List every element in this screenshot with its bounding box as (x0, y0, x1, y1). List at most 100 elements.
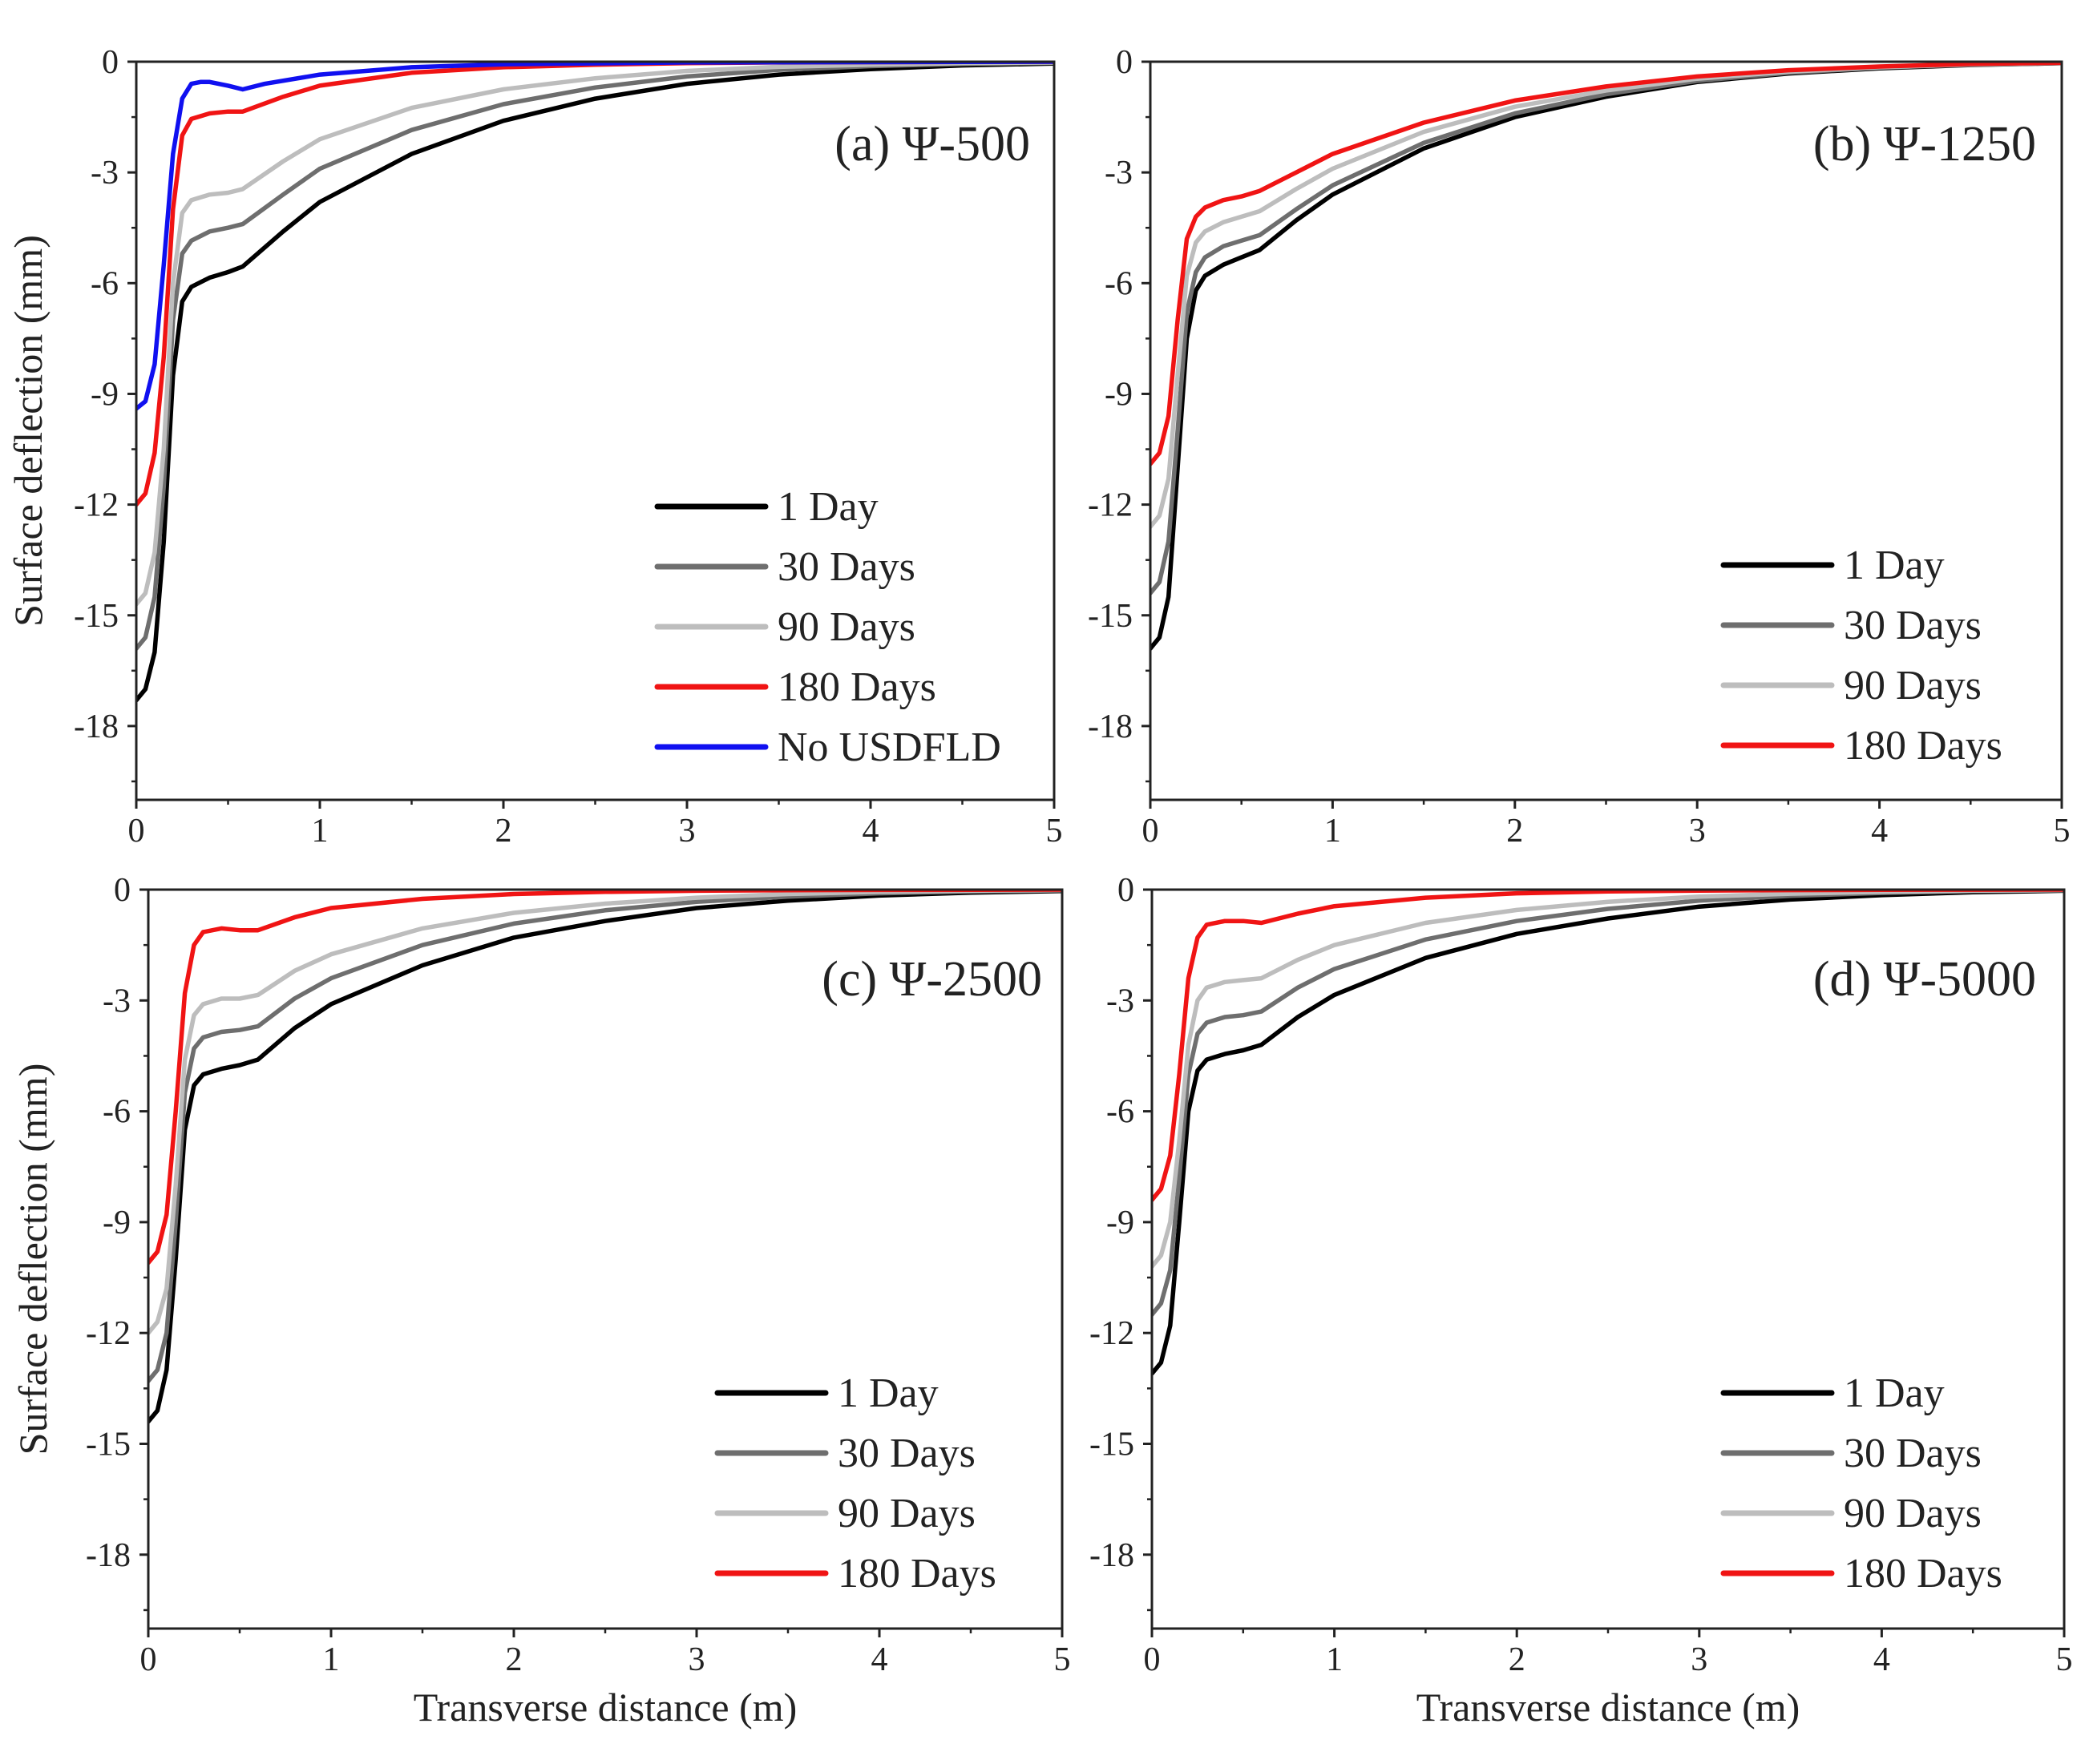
y-tick-label: -18 (74, 708, 119, 745)
x-tick-label: 2 (495, 813, 512, 850)
y-tick-label: -9 (91, 376, 119, 413)
x-tick-label: 3 (1691, 1641, 1707, 1678)
legend-label: 90 Days (838, 1491, 976, 1536)
x-tick-label: 0 (128, 813, 145, 850)
x-tick-label: 1 (323, 1641, 340, 1678)
series-line-1-day (136, 62, 1054, 703)
y-tick-label: -9 (1105, 376, 1133, 413)
x-tick-label: 4 (1871, 813, 1888, 850)
y-tick-label: -15 (1089, 1427, 1134, 1463)
y-tick-label: 0 (114, 872, 131, 909)
legend-label: 30 Days (778, 544, 915, 590)
x-tick-label: 5 (2054, 813, 2071, 850)
panel-title: (b) Ψ-1250 (1813, 117, 2036, 172)
x-tick-label: 2 (1509, 1641, 1525, 1678)
y-tick-label: -12 (1088, 487, 1133, 524)
panel-b: 0 1 2 3 4 5 0 -3 -6 -9 -12 -15 -18 (b) Ψ-1250 1 Day 30 … (1088, 44, 2071, 850)
y-axis-label: Surface deflection (mm) (6, 235, 51, 627)
panel-c: 0 1 2 3 4 5 0 -3 -6 -9 -12 -15 -18 (c) Ψ-2500 1 Day 30 … (10, 872, 1071, 1730)
series-line-90-days (136, 62, 1054, 607)
legend-label: 180 Days (838, 1551, 996, 1596)
x-tick-label: 3 (689, 1641, 705, 1678)
x-tick-label: 4 (1873, 1641, 1890, 1678)
series-line-90-days (1152, 890, 2064, 1269)
legend-label: 180 Days (1844, 1551, 2002, 1596)
legend-label: 1 Day (778, 484, 879, 530)
x-tick-label: 4 (871, 1641, 888, 1678)
series-line-30-days (148, 890, 1062, 1383)
legend-label: 1 Day (1844, 1370, 1945, 1416)
x-tick-label: 0 (140, 1641, 157, 1678)
x-tick-label: 4 (863, 813, 879, 850)
legend-label: 180 Days (1844, 723, 2002, 769)
y-tick-label: -3 (91, 155, 119, 192)
y-tick-label: -12 (74, 487, 119, 524)
x-tick-label: 5 (1046, 813, 1063, 850)
legend-label: 90 Days (778, 604, 915, 650)
legend-label: No USDFLD (778, 725, 1001, 770)
panel-a: 0 1 2 3 4 5 0 -3 -6 -9 -12 -15 -18 (a) Ψ-500 1 Day 30 D… (6, 44, 1063, 850)
panel-title: (a) Ψ-500 (834, 117, 1030, 172)
legend-label: 30 Days (838, 1431, 976, 1476)
y-tick-label: -3 (1105, 155, 1133, 192)
x-tick-label: 3 (1689, 813, 1706, 850)
y-tick-label: -6 (1106, 1094, 1134, 1131)
series-line-180-days (148, 890, 1062, 1265)
legend-label: 90 Days (1844, 1491, 1982, 1536)
y-tick-label: -18 (1089, 1537, 1134, 1574)
x-tick-label: 1 (1326, 1641, 1343, 1678)
series-line-1-day (148, 890, 1062, 1424)
y-tick-label: -15 (1088, 598, 1133, 635)
panel-d: 0 1 2 3 4 5 0 -3 -6 -9 -12 -15 -18 (d) Ψ-5000 1 Day 30 … (1089, 872, 2073, 1730)
x-axis-label: Transverse distance (m) (414, 1685, 798, 1730)
x-tick-label: 3 (679, 813, 696, 850)
panel-title: (c) Ψ-2500 (822, 952, 1042, 1007)
series-group (1150, 62, 2062, 651)
x-tick-label: 0 (1144, 1641, 1161, 1678)
x-tick-label: 5 (2056, 1641, 2073, 1678)
series-line-30-days (1152, 890, 2064, 1317)
series-line-30-days (136, 62, 1054, 651)
x-tick-label: 2 (506, 1641, 523, 1678)
x-tick-label: 2 (1506, 813, 1523, 850)
legend: 1 Day 30 Days 90 Days 180 Days (714, 1370, 996, 1596)
y-tick-label: -9 (1106, 1205, 1134, 1241)
legend: 1 Day 30 Days 90 Days 180 Days No USDFLD (654, 484, 1001, 770)
y-tick-label: -3 (1106, 983, 1134, 1019)
legend-label: 90 Days (1844, 663, 1982, 708)
y-tick-label: -9 (103, 1205, 131, 1241)
legend-label: 1 Day (838, 1370, 939, 1416)
legend-label: 180 Days (778, 664, 936, 710)
series-line-no-usdfld (136, 62, 1054, 411)
y-tick-label: -6 (103, 1094, 131, 1131)
x-tick-label: 1 (312, 813, 329, 850)
y-tick-label: -6 (91, 265, 119, 302)
legend: 1 Day 30 Days 90 Days 180 Days (1720, 1370, 2002, 1596)
y-tick-label: -3 (103, 983, 131, 1019)
y-tick-label: -18 (1088, 708, 1133, 745)
x-tick-label: 1 (1324, 813, 1341, 850)
y-tick-label: -6 (1105, 265, 1133, 302)
x-axis-label: Transverse distance (m) (1416, 1685, 1800, 1730)
y-tick-label: -15 (74, 598, 119, 635)
y-tick-label: -15 (86, 1427, 131, 1463)
series-line-180-days (1152, 890, 2064, 1202)
y-tick-label: -12 (86, 1315, 131, 1352)
series-line-90-days (148, 890, 1062, 1335)
legend-label: 1 Day (1844, 543, 1945, 588)
y-tick-label: -18 (86, 1537, 131, 1574)
x-tick-label: 5 (1054, 1641, 1071, 1678)
legend-label: 30 Days (1844, 603, 1982, 648)
series-line-1-day (1152, 890, 2064, 1376)
y-tick-label: -12 (1089, 1315, 1134, 1352)
series-line-180-days (1150, 62, 2062, 466)
y-tick-label: 0 (102, 44, 119, 81)
legend: 1 Day 30 Days 90 Days 180 Days (1720, 543, 2002, 769)
y-tick-label: 0 (1117, 872, 1134, 909)
x-tick-label: 0 (1142, 813, 1159, 850)
panel-title: (d) Ψ-5000 (1813, 952, 2036, 1007)
y-tick-label: 0 (1116, 44, 1133, 81)
y-axis-label: Surface deflection (mm) (10, 1064, 55, 1455)
legend-label: 30 Days (1844, 1431, 1982, 1476)
